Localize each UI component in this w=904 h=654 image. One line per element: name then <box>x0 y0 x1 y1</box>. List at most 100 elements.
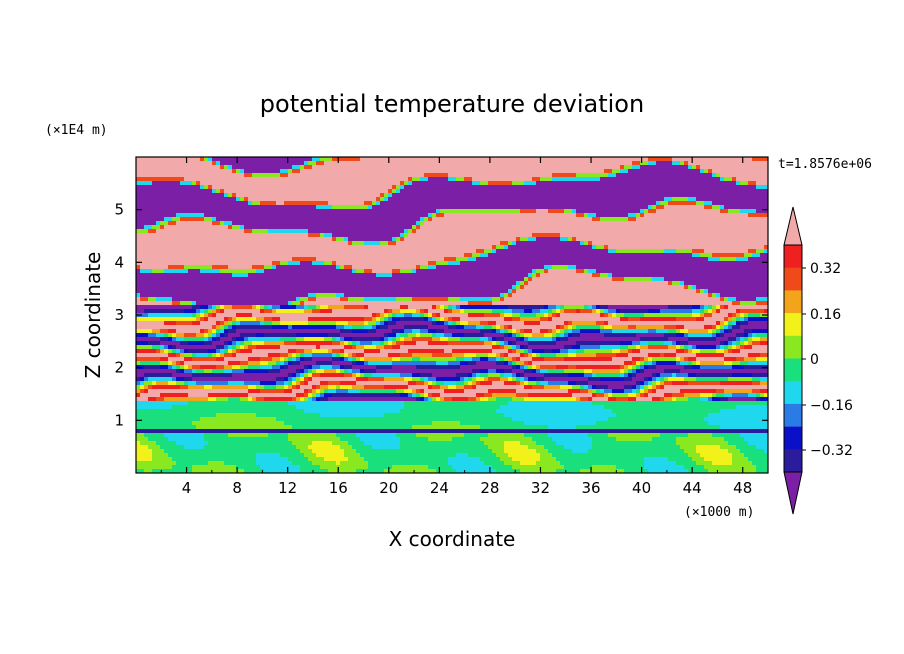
contour-cell <box>292 229 297 234</box>
contour-cell <box>440 357 445 362</box>
contour-cell <box>476 301 481 306</box>
contour-cell <box>300 325 305 330</box>
contour-cell <box>376 201 381 206</box>
contour-cell <box>544 177 549 182</box>
contour-cell <box>276 429 281 434</box>
contour-cell <box>580 349 585 354</box>
contour-cell <box>572 321 577 326</box>
contour-cell <box>292 261 297 266</box>
contour-cell <box>188 333 193 338</box>
contour-cell <box>512 321 517 330</box>
contour-cell <box>568 309 573 314</box>
contour-cell <box>640 397 645 402</box>
contour-cell <box>264 177 269 202</box>
contour-cell <box>572 397 577 402</box>
contour-cell <box>276 265 281 306</box>
contour-cell <box>652 341 657 346</box>
contour-cell <box>140 377 145 382</box>
contour-cell <box>652 349 657 354</box>
contour-cell <box>236 197 241 202</box>
contour-cell <box>300 453 305 473</box>
contour-cell <box>460 401 465 426</box>
contour-cell <box>516 345 521 350</box>
contour-cell <box>576 325 581 330</box>
contour-cell <box>364 201 369 206</box>
contour-cell <box>524 313 529 318</box>
contour-cell <box>476 309 481 314</box>
contour-cell <box>384 193 389 198</box>
contour-cell <box>524 337 529 342</box>
contour-cell <box>456 437 461 454</box>
contour-cell <box>656 433 661 438</box>
contour-cell <box>304 305 309 310</box>
contour-cell <box>544 357 549 362</box>
contour-cell <box>580 269 585 274</box>
contour-cell <box>280 421 285 430</box>
contour-cell <box>596 357 601 362</box>
contour-cell <box>216 265 221 270</box>
contour-cell <box>384 401 389 414</box>
contour-cell <box>452 257 457 262</box>
contour-cell <box>328 337 333 342</box>
contour-cell <box>520 377 525 382</box>
contour-cell <box>388 337 393 342</box>
contour-cell <box>528 209 533 214</box>
contour-cell <box>228 225 233 230</box>
contour-cell <box>160 317 165 322</box>
contour-cell <box>192 385 197 390</box>
contour-cell <box>624 317 629 322</box>
contour-cell <box>152 365 157 370</box>
contour-cell <box>400 377 405 382</box>
contour-cell <box>628 253 633 278</box>
contour-cell <box>352 329 357 334</box>
contour-cell <box>576 305 581 310</box>
contour-cell <box>496 345 501 350</box>
contour-cell <box>360 429 365 434</box>
contour-cell <box>492 401 497 430</box>
contour-cell <box>552 373 557 378</box>
contour-cell <box>408 229 413 234</box>
contour-cell <box>196 213 201 218</box>
contour-cell <box>468 305 473 310</box>
contour-cell <box>352 385 357 390</box>
contour-cell <box>296 321 301 326</box>
contour-cell <box>380 245 385 274</box>
contour-cell <box>360 305 365 310</box>
contour-cell <box>392 361 397 366</box>
contour-cell <box>592 389 597 394</box>
contour-cell <box>640 213 645 218</box>
contour-cell <box>592 393 597 398</box>
contour-cell <box>224 165 229 170</box>
contour-cell <box>536 445 541 454</box>
contour-cell <box>260 429 265 434</box>
contour-cell <box>588 345 593 350</box>
contour-cell <box>432 329 437 334</box>
contour-cell <box>416 297 421 302</box>
contour-cell <box>320 373 325 378</box>
contour-cell <box>248 313 253 318</box>
contour-cell <box>500 333 505 338</box>
contour-cell <box>184 157 189 182</box>
contour-cell <box>324 305 329 310</box>
contour-cell <box>404 345 409 354</box>
contour-cell <box>284 397 289 402</box>
contour-cell <box>632 165 637 170</box>
contour-cell <box>268 233 273 266</box>
contour-cell <box>476 381 481 386</box>
contour-cell <box>588 449 593 470</box>
contour-cell <box>424 361 429 366</box>
contour-cell <box>184 265 189 270</box>
contour-cell <box>188 377 193 382</box>
contour-cell <box>284 261 289 266</box>
contour-cell <box>220 353 225 358</box>
contour-cell <box>208 337 213 342</box>
contour-cell <box>364 393 369 398</box>
contour-cell <box>488 305 493 310</box>
contour-cell <box>356 357 361 362</box>
contour-cell <box>184 353 189 358</box>
contour-cell <box>196 345 201 350</box>
contour-cell <box>328 297 333 306</box>
contour-cell <box>380 369 385 374</box>
contour-cell <box>312 337 317 342</box>
contour-cell <box>340 321 345 326</box>
